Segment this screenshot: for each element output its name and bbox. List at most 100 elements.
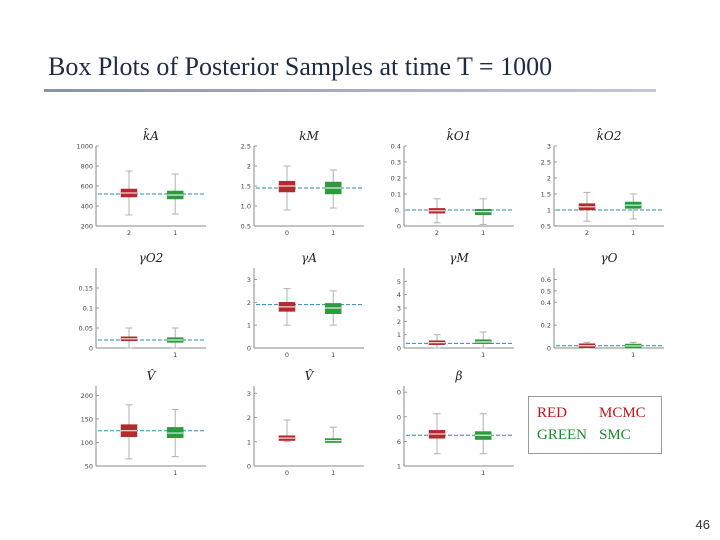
y-tick-label: 2 <box>247 163 251 171</box>
panel-title: β <box>455 369 463 383</box>
legend-label-red: RED <box>537 405 567 421</box>
y-tick-label: 0 <box>89 345 93 353</box>
y-tick-label: 1 <box>547 207 551 215</box>
box-mcmc <box>278 288 296 326</box>
box-smc <box>474 198 492 225</box>
box-smc <box>166 173 184 215</box>
y-tick-label: 1 <box>397 331 401 339</box>
panel-title: V̂ <box>147 368 157 383</box>
y-tick-label: 150 <box>81 415 93 423</box>
box-smc <box>166 409 184 458</box>
y-tick-label: 0.6 <box>541 276 551 284</box>
x-tick-label: 1 <box>481 351 485 359</box>
box-plot-panel: γO2 0.15 0.1 0.05 0 1 <box>70 250 208 362</box>
box-smc <box>624 193 642 220</box>
x-tick-label: 0 <box>285 351 289 359</box>
y-tick-label: 0.5 <box>541 287 551 295</box>
y-tick-label: 0.5 <box>241 223 251 231</box>
y-tick-label: 0. <box>395 207 401 215</box>
x-tick-label: 1 <box>331 351 335 359</box>
y-tick-label: 800 <box>81 163 93 171</box>
box-plot-svg: V̂ 3 2 1 0 0 1 <box>247 368 364 477</box>
y-tick-label: 0.3 <box>391 159 401 167</box>
y-tick-label: 400 <box>81 203 93 211</box>
y-tick-label: 3 <box>247 390 251 398</box>
y-tick-label: 50 <box>85 463 93 471</box>
y-tick-label: 2.5 <box>241 143 251 151</box>
x-tick-label: 1 <box>481 469 485 477</box>
y-tick-label: 0.1 <box>391 191 401 199</box>
panel-title: k̂O2 <box>597 128 622 143</box>
legend-method-smc: SMC <box>599 427 631 443</box>
x-tick-label: 1 <box>173 469 177 477</box>
y-tick-label: 1.5 <box>541 191 551 199</box>
y-tick-label: 4 <box>397 291 401 299</box>
y-tick-label: 1 <box>247 438 251 446</box>
legend-entry-smc: GREEN SMC <box>537 427 631 444</box>
box-plot-panel: β 0 0 6 1 1 <box>378 368 516 480</box>
y-tick-label: 3 <box>397 305 401 313</box>
box-mcmc <box>578 191 596 222</box>
box-mcmc <box>578 341 596 349</box>
title-divider <box>44 89 656 92</box>
y-tick-label: 1 <box>247 322 251 330</box>
y-tick-label: 0.5 <box>541 223 551 231</box>
x-tick-label: 1 <box>481 229 485 237</box>
y-tick-label: 2 <box>247 414 251 422</box>
y-tick-label: 0 <box>397 223 401 231</box>
y-tick-label: 200 <box>81 392 93 400</box>
y-tick-label: 1 <box>397 463 401 471</box>
box-plot-panel: k̂A 1000 800 600 400 200 2 1 <box>70 128 208 240</box>
page-number: 46 <box>695 517 710 532</box>
y-tick-label: 0 <box>247 345 251 353</box>
y-tick-label: 0.1 <box>83 305 93 313</box>
y-tick-label: 3 <box>247 276 251 284</box>
legend-entry-mcmc: RED MCMC <box>537 405 646 422</box>
x-tick-label: 1 <box>173 351 177 359</box>
panel-title: γM <box>449 251 469 265</box>
box-smc <box>324 426 342 443</box>
box-plot-panel: k̂O2 3 2.5 2 1.5 1 0.5 2 1 <box>528 128 666 240</box>
y-tick-label: 1.5 <box>241 183 251 191</box>
y-tick-label: 600 <box>81 183 93 191</box>
box-plot-svg: k̂O2 3 2.5 2 1.5 1 0.5 2 1 <box>541 128 664 237</box>
box-mcmc <box>120 404 138 460</box>
x-tick-label: 1 <box>331 469 335 477</box>
box-plot-svg: γM 5 4 3 2 1 0 1 <box>397 251 514 359</box>
x-tick-label: 0 <box>285 229 289 237</box>
y-tick-label: 1000 <box>76 143 93 151</box>
x-tick-label: 0 <box>285 469 289 477</box>
box-smc <box>474 413 492 455</box>
y-tick-label: 5 <box>397 278 401 286</box>
y-tick-label: 0.4 <box>541 299 551 307</box>
y-tick-label: 0 <box>247 463 251 471</box>
box-plot-panel: V̂ 200 150 100 50 1 <box>70 368 208 480</box>
panel-title: γO <box>600 251 617 265</box>
box-plot-svg: γO 0.6 0.5 0.4 0.2 0 1 <box>541 251 664 359</box>
box-smc <box>474 331 492 349</box>
box-mcmc <box>120 327 138 349</box>
panel-title: k̂A <box>143 128 159 143</box>
y-tick-label: 2.5 <box>541 159 551 167</box>
y-tick-label: 0.15 <box>79 285 93 293</box>
panel-title: γA <box>301 251 317 265</box>
x-tick-label: 1 <box>631 351 635 359</box>
y-tick-label: 0.2 <box>541 322 551 330</box>
x-tick-label: 2 <box>435 229 439 237</box>
x-tick-label: 1 <box>331 229 335 237</box>
y-tick-label: 2 <box>547 175 551 183</box>
x-tick-label: 1 <box>631 229 635 237</box>
box-plot-panel: γM 5 4 3 2 1 0 1 <box>378 250 516 362</box>
box-plot-panel: k̂O1 0.4 0.3 0.2 0.1 0. 0 2 1 <box>378 128 516 240</box>
y-tick-label: 6 <box>397 438 401 446</box>
box-plot-panel: V̂ 3 2 1 0 0 1 <box>228 368 366 480</box>
box-smc <box>166 327 184 349</box>
legend-method-mcmc: MCMC <box>599 405 646 421</box>
legend: RED MCMC GREEN SMC <box>528 396 662 454</box>
legend-label-green: GREEN <box>537 427 587 443</box>
x-tick-label: 1 <box>173 229 177 237</box>
box-plot-svg: β 0 0 6 1 1 <box>397 369 514 477</box>
box-plot-svg: kM 2.5 2 1.5 1.0 0.5 0 1 <box>241 129 364 237</box>
box-plot-panel: kM 2.5 2 1.5 1.0 0.5 0 1 <box>228 128 366 240</box>
box-plot-svg: V̂ 200 150 100 50 1 <box>81 368 206 477</box>
